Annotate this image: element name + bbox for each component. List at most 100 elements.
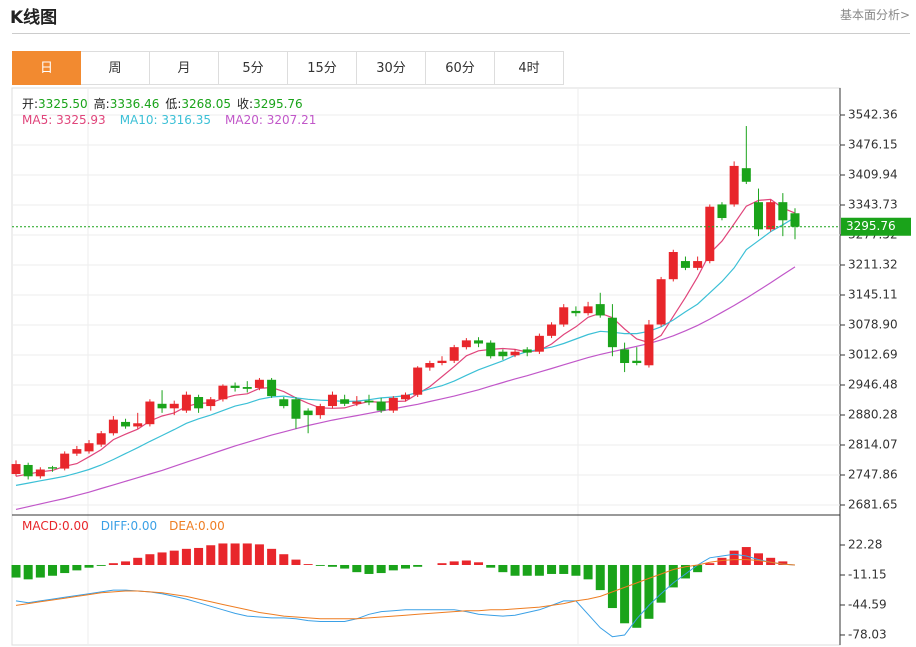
macd-bar: [352, 564, 362, 573]
candle-body: [145, 401, 155, 425]
macd-bar: [486, 564, 496, 568]
candle-body: [376, 401, 386, 411]
macd-bar: [461, 560, 471, 565]
page-title: K线图: [10, 8, 58, 28]
legend-item: MACD0.00: [22, 519, 89, 533]
macd-bar: [656, 564, 666, 603]
macd-bar: [571, 564, 581, 576]
candle-body: [157, 403, 167, 409]
macd-bar: [632, 564, 642, 628]
candle-body: [194, 397, 204, 409]
macd-bar: [84, 564, 94, 568]
candle-body: [534, 335, 544, 352]
tab[interactable]: 周: [81, 51, 150, 85]
candle-body: [632, 360, 642, 364]
legend-value: 3207.21: [266, 113, 317, 127]
candle-body: [595, 304, 605, 316]
tab[interactable]: 4时: [495, 51, 564, 85]
macd-bar: [766, 557, 776, 565]
candle-body: [303, 410, 313, 416]
ohlc-value: 3268.05: [181, 97, 232, 111]
tab[interactable]: 30分: [357, 51, 426, 85]
y-tick-label: 3542.36: [848, 108, 898, 122]
candle-body: [693, 261, 703, 268]
macd-bar: [583, 564, 593, 580]
candle-body: [680, 261, 690, 268]
last-price-label: 3295.76: [846, 219, 896, 233]
macd-bar: [327, 564, 337, 567]
candle-body: [60, 453, 70, 469]
y-tick-label: 3078.90: [848, 318, 898, 332]
macd-line: [15, 559, 796, 620]
macd-bar: [315, 564, 325, 566]
macd-bar: [729, 550, 739, 565]
macd-bar: [72, 564, 82, 571]
tab[interactable]: 5分: [219, 51, 288, 85]
candle-body: [96, 433, 106, 445]
candle-body: [474, 340, 484, 344]
candle-body: [206, 399, 216, 407]
macd-bar: [401, 564, 410, 569]
candle-body: [72, 449, 82, 454]
macd-bar: [595, 564, 605, 591]
macd-bar: [620, 564, 630, 624]
macd-bar: [121, 561, 131, 565]
macd-bar: [778, 561, 788, 565]
ma-line: [15, 198, 796, 477]
candle-body: [753, 202, 763, 230]
marks: [11, 126, 840, 638]
candle-body: [401, 394, 410, 400]
macd-bar: [218, 543, 228, 565]
axis: 3542.363476.153409.943343.733277.523211.…: [840, 108, 911, 641]
macd-bar: [644, 564, 654, 619]
candle-body: [583, 306, 593, 314]
macd-bar: [169, 550, 179, 565]
candle-body: [705, 206, 715, 262]
tab[interactable]: 15分: [288, 51, 357, 85]
candle-body: [571, 310, 581, 314]
candle-body: [11, 464, 21, 475]
candle-body: [449, 347, 459, 361]
legend-name: MACD: [22, 519, 62, 533]
ohlc-legend: 开:3325.50 高:3336.46 低:3268.05 收:3295.76: [22, 95, 309, 112]
candle-body: [108, 419, 118, 434]
legend-value: 3325.93: [56, 113, 106, 127]
candle-body: [498, 351, 508, 357]
tab[interactable]: 60分: [426, 51, 495, 85]
tab[interactable]: 日: [12, 51, 81, 85]
candle-body: [547, 324, 557, 336]
candle-body: [315, 406, 325, 416]
y-tick-label: 3409.94: [848, 168, 898, 182]
macd-bar: [206, 545, 216, 565]
candle-body: [510, 351, 520, 356]
macd-bar: [60, 564, 70, 574]
candle-body: [425, 363, 435, 368]
fundamental-link[interactable]: 基本面分析>: [839, 8, 910, 22]
candle-body: [23, 464, 33, 477]
candle-body: [218, 385, 228, 400]
candle-body: [413, 367, 423, 395]
legend-name: DIFF: [101, 519, 131, 533]
y-tick-label: 3145.11: [848, 288, 898, 302]
y-tick-label: 2880.28: [848, 407, 898, 421]
legend-name: MA5: [22, 113, 56, 127]
candle-body: [607, 317, 617, 348]
y-tick-label: 3343.73: [848, 198, 898, 212]
macd-bar: [534, 564, 544, 576]
ohlc-item: 高:3336.46: [94, 97, 160, 111]
macd-bar: [11, 564, 21, 578]
candle-body: [644, 324, 654, 366]
tab[interactable]: 月: [150, 51, 219, 85]
legend-value: 3316.35: [161, 113, 212, 127]
legend-name: MA20: [225, 113, 267, 127]
ohlc-value: 3325.50: [38, 97, 88, 111]
macd-bar: [705, 563, 715, 565]
macd-bar: [181, 548, 191, 565]
candle-body: [559, 307, 569, 325]
macd-bar: [145, 554, 155, 565]
legend-value: 0.00: [130, 519, 158, 533]
candle-body: [741, 168, 751, 182]
macd-bar: [194, 547, 204, 565]
legend-name: DEA: [169, 519, 198, 533]
